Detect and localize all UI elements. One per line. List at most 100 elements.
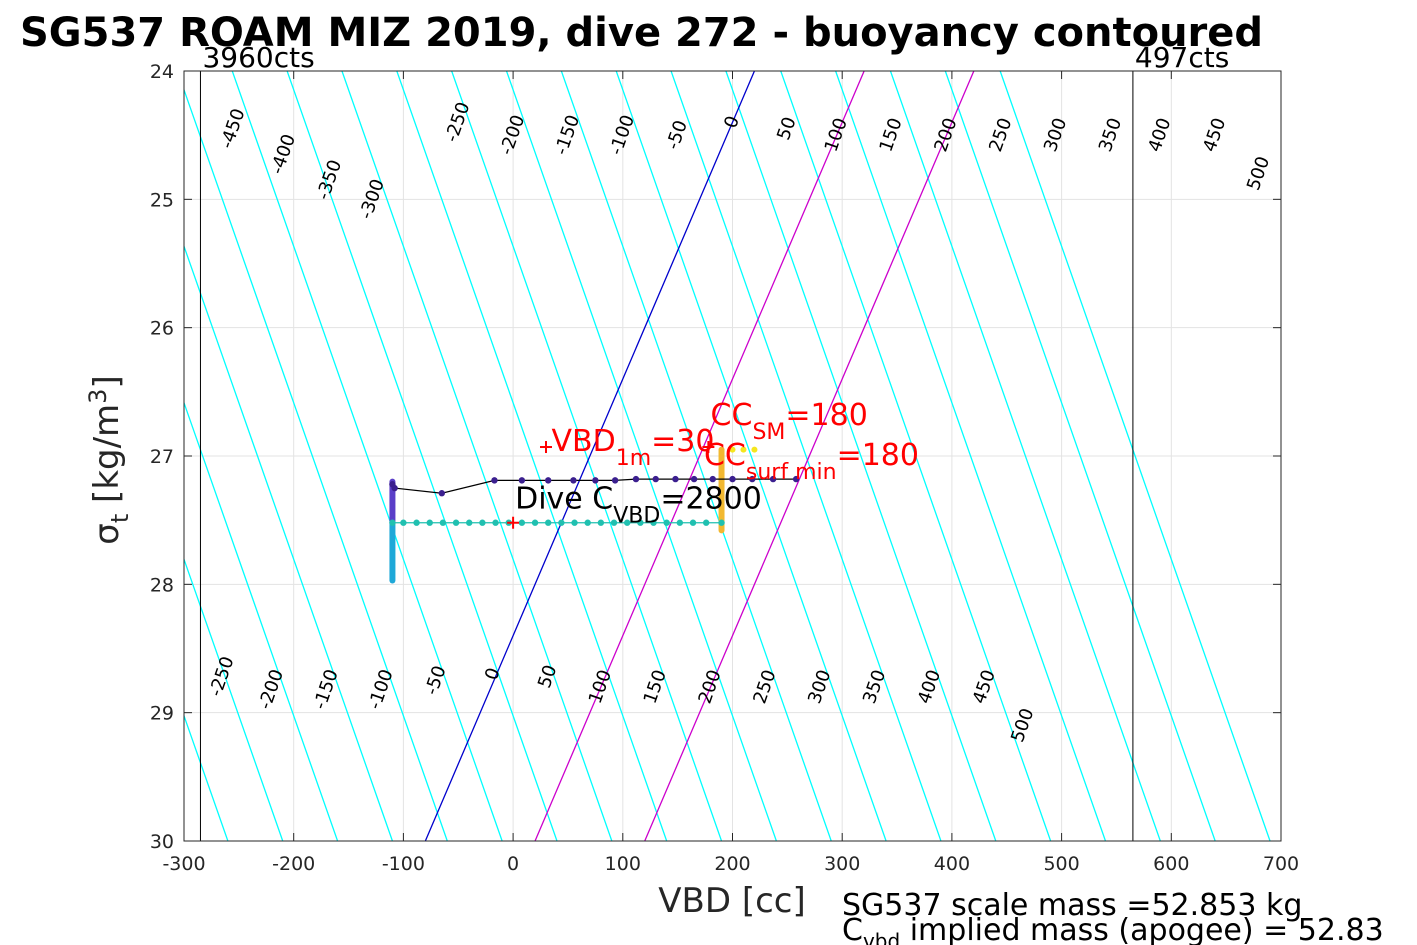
reference-line-0 — [424, 71, 756, 841]
series-0-point-3 — [491, 477, 498, 484]
y-tick-label-0: 24 — [150, 61, 174, 83]
red-marker-2 — [507, 516, 520, 529]
annotation-vbd1m-sub: 1m — [616, 446, 651, 471]
series-1-point-17 — [610, 519, 618, 526]
series-1-point-0 — [389, 519, 396, 526]
y-tick-label-3: 27 — [150, 446, 174, 468]
series-1-point-1 — [400, 519, 407, 526]
series-0-point-12 — [690, 475, 698, 483]
annotation-divec-main: Dive C — [515, 482, 613, 517]
annotation-ccsm-sub: SM — [752, 420, 785, 445]
count-lines: 3960cts 497cts — [199, 41, 1229, 841]
series-0-point-11 — [672, 475, 679, 483]
data-series — [389, 446, 800, 584]
contour-line-50 — [505, 71, 777, 841]
series-1-point-6 — [466, 519, 473, 526]
contour-line--100 — [341, 71, 613, 841]
y-label-symbol: σ — [87, 523, 127, 545]
series-0-point-15 — [749, 475, 756, 483]
contour-line--300 — [184, 244, 394, 841]
contour-line-0 — [451, 71, 723, 841]
series-1-point-19 — [637, 519, 644, 526]
x-axis-label: VBD [cc] — [658, 881, 806, 921]
contour-line-500 — [999, 71, 1271, 841]
series-1-point-14 — [571, 519, 578, 526]
series-line-0 — [391, 478, 797, 494]
annotation-vbd1m-main: VBD — [551, 424, 615, 459]
markers — [507, 441, 715, 529]
series-0-point-14 — [729, 475, 736, 483]
x-tick-label-6: 300 — [824, 853, 860, 875]
y-label-sub: t — [106, 514, 134, 523]
footer-tail: implied mass (apogee) = 52.83 — [900, 913, 1384, 945]
annotation-vbd1m-value: =30 — [651, 424, 714, 459]
series-0-point-17 — [792, 475, 800, 483]
x-tick-label-9: 600 — [1153, 853, 1189, 875]
series-0-point-2 — [438, 490, 445, 497]
series-1-point-15 — [584, 519, 591, 526]
series-1-point-3 — [426, 519, 433, 526]
annotation-ccsm: CCSM=180 — [711, 398, 868, 445]
red-marker-0 — [540, 441, 553, 454]
series-1-point-5 — [452, 519, 460, 526]
y-tick-label-2: 26 — [150, 318, 174, 340]
contour-line-450 — [944, 71, 1216, 841]
series-0-point-7 — [592, 477, 599, 484]
contour-line-150 — [615, 71, 887, 841]
y-tick-label-1: 25 — [150, 189, 174, 211]
contour-line--200 — [231, 71, 503, 841]
footer-c-sub: vbd — [863, 929, 900, 945]
series-1-point-10 — [518, 519, 526, 526]
series-0-point-8 — [611, 477, 619, 484]
contour-line-100 — [560, 71, 832, 841]
contour-line-350 — [835, 71, 1107, 841]
contour-line-300 — [780, 71, 1052, 841]
y-label-unit-sup: 3 — [84, 389, 112, 404]
x-tick-label-7: 400 — [934, 853, 970, 875]
annotation-ccsurf-sub: surf min — [746, 460, 837, 485]
contour-line--50 — [396, 71, 668, 841]
red-marker-1 — [702, 441, 715, 454]
series-0-point-4 — [518, 477, 526, 484]
contour-line--250 — [184, 87, 448, 841]
series-1-point-21 — [663, 519, 670, 526]
series-0-point-16 — [769, 475, 777, 483]
x-ticks: -300 -200 -100 0 100 200 300 400 500 600 700 — [162, 71, 1299, 875]
series-1-point-22 — [676, 519, 684, 526]
series-0-point-6 — [570, 477, 577, 484]
yellow-point-2 — [751, 446, 758, 453]
contour-line-200 — [670, 71, 942, 841]
yellow-point-0 — [729, 446, 736, 453]
annotation-divec: Dive CVBD=2800 — [515, 482, 762, 529]
series-1-point-2 — [413, 519, 420, 526]
buoyancy-contours — [184, 71, 1271, 841]
annotation-ccsurf-main: CC — [704, 438, 746, 473]
series-1-point-24 — [702, 519, 710, 526]
series-1-point-12 — [545, 519, 552, 526]
contour-line--350 — [184, 400, 339, 841]
series-0-point-10 — [652, 475, 659, 483]
reference-line-2 — [644, 71, 975, 841]
x-tick-label-8: 500 — [1043, 853, 1079, 875]
series-1-point-4 — [439, 519, 447, 526]
yellow-point-1 — [740, 446, 747, 453]
series-0-point-13 — [709, 475, 716, 483]
count-label-0: 3960cts — [202, 41, 314, 74]
contour-line-250 — [725, 71, 997, 841]
series-1-point-13 — [558, 519, 565, 526]
series-1-point-8 — [492, 519, 499, 526]
count-label-1: 497cts — [1135, 41, 1229, 74]
series-1-point-20 — [650, 519, 657, 526]
y-tick-label-6: 30 — [150, 831, 174, 853]
series-1-point-18 — [623, 519, 631, 526]
x-tick-label-4: 100 — [605, 853, 641, 875]
series-0-point-5 — [545, 477, 552, 484]
svg-text:σt [kg/m3]: σt [kg/m3] — [84, 375, 134, 544]
y-axis-label: σt [kg/m3] — [84, 375, 134, 544]
x-tick-label-2: -100 — [382, 853, 425, 875]
y-ticks: 24 25 26 27 28 29 30 — [150, 61, 1281, 853]
contour-line-400 — [889, 71, 1161, 841]
series-1-point-25 — [718, 519, 725, 526]
series-0-point-1 — [391, 484, 398, 492]
